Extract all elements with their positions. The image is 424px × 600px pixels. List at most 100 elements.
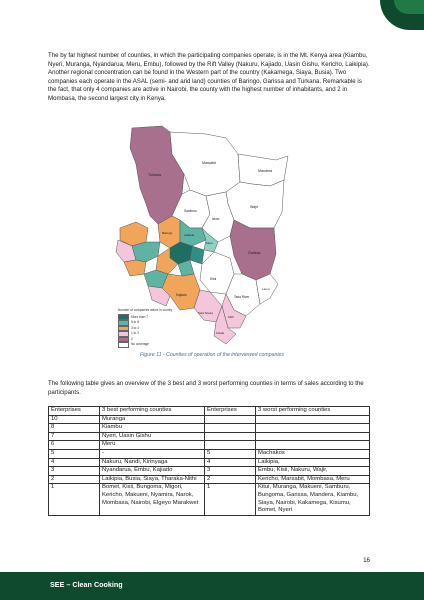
table-cell: 2 (48, 474, 100, 485)
legend-swatch (118, 320, 129, 326)
table-cell: Muranga (99, 414, 205, 425)
map-label-isiolo: Isiolo (212, 217, 220, 221)
corner-accent (394, 0, 424, 14)
table-cell (255, 440, 370, 450)
table-intro: The following table gives an overview of… (48, 380, 364, 396)
table-cell: Nyeri, Uasin Gishu (99, 431, 205, 442)
map-label-garissa: Garissa (248, 251, 260, 255)
legend-label: 1 to 2 (131, 331, 139, 336)
table-cell: 5 (204, 448, 256, 459)
figure-caption: Figure 11 - Counties of operation of the… (139, 352, 285, 358)
map-label-meru: Meru (206, 241, 213, 245)
table-cell: 7 (48, 431, 100, 442)
kenya-county-map: Turkana Marsabit Mandera Wajir Samburu I… (110, 124, 314, 350)
table-row: 3 Nyandarua, Embu, Kajiado 3 Embu, Kisii, N… (48, 466, 370, 476)
header-enterprises-worst: Enterprises (204, 406, 256, 416)
map-label-kajiado: Kajiado (176, 293, 187, 297)
county-isiolo (201, 191, 235, 243)
table-cell: 3 (48, 466, 100, 476)
table-row: 2 Laikipia, Busia, Siaya, Tharaka-Nithi 2 K… (48, 474, 370, 485)
legend-label: More than 7 (131, 314, 149, 319)
table-cell: - (99, 448, 205, 459)
legend-item: 2 (118, 336, 178, 343)
legend-item: 1 to 2 (118, 331, 178, 337)
table-cell: 4 (48, 457, 100, 468)
map-label-samburu: Samburu (184, 209, 197, 213)
county-garissa (229, 219, 277, 281)
table-cell: Nakuru, Nandi, Kirinyaga (99, 457, 205, 468)
intro-paragraph: The by far highest number of counties, i… (48, 52, 370, 102)
legend-item: More than 7 (118, 314, 178, 320)
map-label-tana-river: Tana River (234, 295, 250, 299)
table-row: 8 Kiambu (48, 423, 370, 433)
table-cell: Machakos (255, 448, 370, 459)
table-cell (204, 431, 256, 442)
map-label-kwale: Kwale (216, 331, 225, 335)
header-worst-counties: 3 worst performing counties (255, 406, 370, 416)
table-cell (204, 414, 256, 425)
table-row: 4 Nakuru, Nandi, Kirinyaga 4 Laikipia, (48, 457, 370, 468)
page-number: 16 (363, 557, 370, 564)
table-cell: 3 (204, 466, 256, 476)
table-cell: 6 (48, 440, 100, 450)
legend-swatch (118, 331, 129, 337)
table-cell: 10 (48, 414, 100, 425)
legend-item: 3 to 4 (118, 325, 178, 332)
map-label-baringo: Baringo (162, 231, 173, 235)
table-cell (204, 440, 256, 450)
map-label-turkana: Turkana (148, 173, 161, 177)
table-cell: Kericho, Marsabit, Mombasa, Meru (255, 474, 370, 485)
header-best-counties: 3 best performing counties (99, 406, 205, 416)
footer-bar: SEE – Clean Cooking (0, 572, 424, 600)
legend-label: No coverage (131, 342, 150, 347)
table-cell: Laikipia, Busia, Siaya, Tharaka-Nithi (99, 474, 205, 485)
table-cell (255, 414, 370, 425)
legend-swatch (118, 342, 129, 348)
map-svg: Turkana Marsabit Mandera Wajir Samburu I… (115, 125, 289, 345)
legend-title: Number of companies active in county (118, 308, 173, 312)
header-enterprises-best: Enterprises (48, 406, 100, 416)
table-row: 1 Bomet, Kisii, Bungoma, Migori, Kericho,… (48, 483, 370, 516)
table-cell: Nyandarua, Embu, Kajiado (99, 466, 205, 476)
map-label-mandera: Mandera (258, 169, 272, 173)
county-western-c (131, 241, 161, 263)
table-cell (255, 431, 370, 442)
table-cell: 2 (204, 474, 256, 485)
map-label-laikipia: Laikipia (184, 233, 195, 237)
map-legend: Number of companies active in county Mor… (118, 308, 178, 348)
table-cell: 8 (48, 423, 100, 433)
table-cell: Meru (99, 440, 205, 450)
footer-title: SEE – Clean Cooking (50, 580, 123, 589)
county-kajiado (161, 273, 201, 311)
table-row: 7 Nyeri, Uasin Gishu (48, 431, 370, 442)
table-cell: 4 (204, 457, 256, 468)
legend-swatch (118, 314, 129, 320)
table-cell: Kitui, Muranga, Makueni, Samburu, Bungom… (255, 483, 370, 516)
legend-label: 3 to 4 (131, 325, 139, 330)
table-header-row: Enterprises 3 best performing counties E… (48, 406, 370, 416)
table-cell: Laikipia, (255, 457, 370, 468)
legend-label: 5 to 6 (131, 320, 139, 325)
map-label-marsabit: Marsabit (202, 161, 216, 165)
county-kwale (213, 305, 237, 345)
table-cell: Embu, Kisii, Nakuru, Wajir, (255, 466, 370, 476)
legend-swatch (118, 325, 129, 332)
table-row: 6 Meru (48, 440, 370, 450)
map-label-kilifi: Kilifi (228, 315, 234, 319)
table-cell: 5 (48, 448, 100, 459)
table-row: 5-5 Machakos (48, 448, 370, 459)
legend-item: No coverage (118, 342, 178, 348)
table-cell: Bomet, Kisii, Bungoma, Migori, Kericho, … (99, 483, 205, 516)
legend-item: 5 to 6 (118, 320, 178, 326)
performance-table: Enterprises 3 best performing counties E… (48, 406, 370, 516)
table-cell (255, 423, 370, 433)
table-row: 10 Muranga (48, 414, 370, 425)
county-central-b (189, 245, 205, 265)
table-cell (204, 423, 256, 433)
county-lamu (255, 273, 279, 305)
legend-label: 2 (131, 336, 133, 341)
table-cell: Kiambu (99, 423, 205, 433)
county-western-d (123, 259, 147, 277)
table-cell: 1 (48, 483, 100, 516)
map-label-taita-taveta: Taita Taveta (198, 311, 213, 315)
